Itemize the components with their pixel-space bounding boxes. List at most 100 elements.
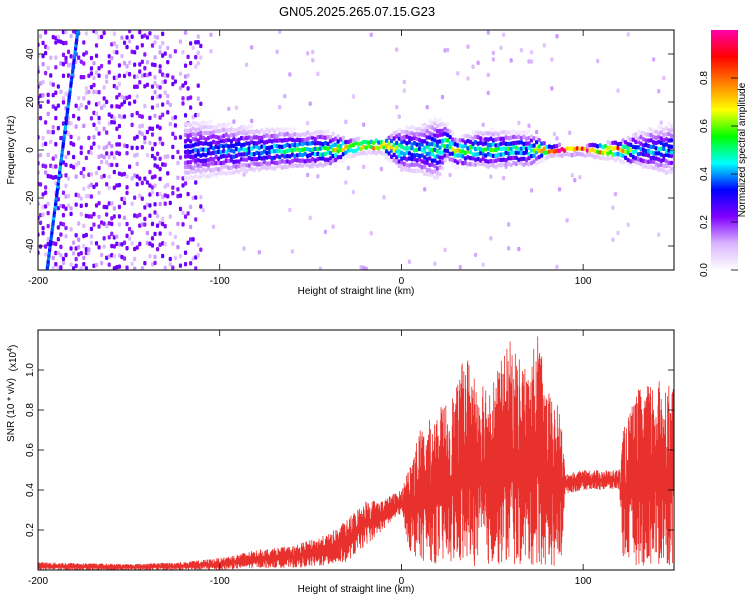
heatmap-cell bbox=[64, 40, 68, 46]
heatmap-cell bbox=[49, 130, 53, 135]
heatmap-cell bbox=[415, 136, 419, 142]
heatmap-cell bbox=[219, 154, 223, 160]
heatmap-cell bbox=[407, 167, 412, 173]
heatmap-cell bbox=[463, 143, 467, 148]
heatmap-cell bbox=[163, 79, 167, 84]
heatmap-cell bbox=[183, 128, 188, 133]
heatmap-cell bbox=[183, 214, 188, 219]
heatmap-cell bbox=[145, 202, 149, 207]
heatmap-cell bbox=[158, 176, 162, 182]
heatmap-cell bbox=[339, 154, 343, 160]
heatmap-cell bbox=[634, 145, 638, 150]
heatmap-cell bbox=[252, 135, 256, 140]
heatmap-cell bbox=[219, 161, 223, 166]
heatmap-cell bbox=[237, 147, 241, 153]
heatmap-cell bbox=[227, 153, 231, 158]
heatmap-cell bbox=[298, 141, 302, 146]
heatmap-cell bbox=[618, 152, 623, 158]
heatmap-cell bbox=[565, 146, 569, 151]
snr-x-axis: -200 -100 0 100 bbox=[28, 330, 592, 587]
heatmap-cell bbox=[211, 167, 216, 173]
heatmap-cell bbox=[491, 163, 495, 168]
heatmap-cell bbox=[418, 163, 422, 168]
heatmap-cell bbox=[423, 171, 427, 177]
heatmap-cell bbox=[257, 130, 261, 135]
heatmap-cell bbox=[189, 169, 193, 174]
heatmap-cell bbox=[621, 144, 625, 149]
heatmap-cell bbox=[255, 150, 259, 156]
heatmap-cell bbox=[491, 159, 495, 164]
heatmap-cell bbox=[214, 154, 218, 160]
heatmap-cell bbox=[494, 158, 498, 163]
heatmap-cell bbox=[443, 122, 447, 128]
heatmap-cell bbox=[290, 163, 294, 169]
heatmap-cell bbox=[364, 151, 368, 156]
heatmap-cell bbox=[196, 122, 200, 127]
heatmap-cell bbox=[283, 127, 287, 133]
heatmap-cell bbox=[54, 154, 58, 159]
heatmap-cell bbox=[395, 149, 399, 154]
heatmap-cell bbox=[387, 151, 391, 156]
heatmap-cell bbox=[224, 158, 228, 164]
heatmap-cell bbox=[300, 141, 305, 147]
heatmap-cell bbox=[318, 162, 322, 167]
heatmap-cell bbox=[529, 160, 534, 166]
heatmap-cell bbox=[168, 231, 172, 236]
heatmap-cell bbox=[186, 122, 190, 127]
heatmap-cell bbox=[451, 137, 455, 142]
heatmap-cell bbox=[397, 114, 401, 119]
heatmap-cell bbox=[138, 30, 142, 35]
heatmap-cell bbox=[405, 141, 409, 146]
heatmap-cell bbox=[270, 127, 274, 132]
heatmap-cell bbox=[367, 149, 371, 155]
heatmap-cell bbox=[49, 73, 53, 78]
heatmap-cell bbox=[445, 153, 450, 159]
heatmap-cell bbox=[87, 193, 91, 199]
heatmap-cell bbox=[130, 241, 134, 246]
heatmap-cell bbox=[234, 138, 239, 143]
heatmap-cell bbox=[267, 164, 272, 170]
heatmap-cell bbox=[219, 150, 223, 155]
heatmap-cell bbox=[456, 138, 460, 143]
heatmap-cell bbox=[237, 130, 241, 136]
heatmap-cell bbox=[138, 80, 142, 85]
heatmap-cell bbox=[438, 132, 442, 138]
heatmap-cell bbox=[41, 40, 45, 46]
heatmap-cell bbox=[242, 157, 246, 162]
heatmap-cell bbox=[232, 159, 236, 165]
heatmap-cell bbox=[262, 133, 267, 138]
heatmap-cell bbox=[542, 150, 546, 156]
heatmap-cell bbox=[349, 143, 353, 148]
heatmap-cell bbox=[102, 154, 106, 160]
heatmap-cell bbox=[135, 84, 139, 89]
heatmap-cell bbox=[155, 35, 160, 40]
heatmap-cell bbox=[555, 264, 559, 270]
heatmap-cell bbox=[64, 206, 68, 211]
heatmap-cell bbox=[397, 132, 401, 138]
heatmap-cell bbox=[412, 153, 417, 158]
heatmap-cell bbox=[168, 121, 172, 127]
heatmap-cell bbox=[285, 137, 289, 143]
heatmap-cell bbox=[461, 160, 465, 166]
heatmap-cell bbox=[130, 34, 134, 39]
heatmap-cell bbox=[433, 133, 437, 138]
heatmap-cell bbox=[420, 123, 424, 128]
heatmap-cell bbox=[232, 119, 236, 124]
snr-scale-prefix: (x10 bbox=[8, 351, 19, 371]
heatmap-cell bbox=[186, 160, 190, 165]
heatmap-cell bbox=[356, 136, 361, 142]
heatmap-cell bbox=[328, 150, 333, 156]
heatmap-cell bbox=[384, 144, 389, 149]
heatmap-cell bbox=[418, 126, 422, 132]
heatmap-cell bbox=[161, 31, 165, 37]
heatmap-cell bbox=[412, 126, 417, 131]
heatmap-cell bbox=[524, 146, 529, 152]
heatmap-cell bbox=[405, 162, 409, 168]
heatmap-cell bbox=[565, 218, 569, 223]
heatmap-cell bbox=[194, 112, 198, 118]
heatmap-cell bbox=[105, 74, 109, 79]
heatmap-cell bbox=[331, 143, 335, 148]
heatmap-cell bbox=[107, 154, 111, 160]
heatmap-cell bbox=[242, 142, 246, 147]
spectrogram-y-tick-label: -40 bbox=[25, 238, 36, 253]
